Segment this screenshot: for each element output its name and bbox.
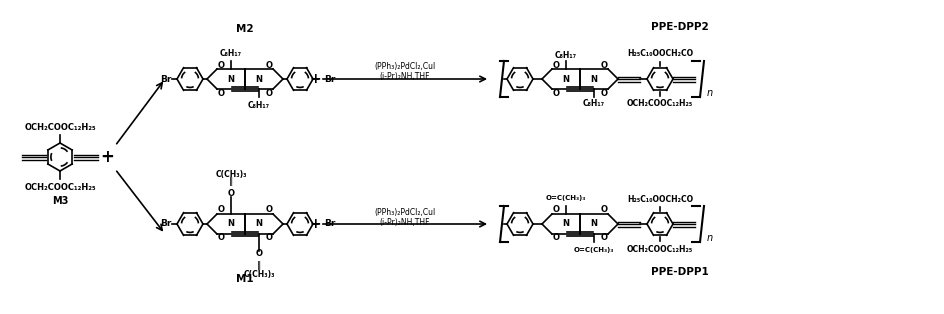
Text: Br: Br: [160, 74, 172, 84]
Text: H₂₅C₁₀OOCH₂CO: H₂₅C₁₀OOCH₂CO: [626, 194, 692, 203]
Text: O: O: [217, 205, 225, 214]
Text: O: O: [265, 205, 272, 214]
Text: O: O: [552, 234, 559, 242]
Text: M3: M3: [52, 196, 68, 206]
Text: O: O: [217, 89, 225, 98]
Text: C₈H₁₇: C₈H₁₇: [220, 48, 242, 57]
Text: OCH₂COOC₁₂H₂₅: OCH₂COOC₁₂H₂₅: [626, 245, 692, 253]
Text: O: O: [265, 61, 272, 69]
Text: OCH₂COOC₁₂H₂₅: OCH₂COOC₁₂H₂₅: [25, 122, 95, 132]
Text: N: N: [255, 219, 262, 229]
Text: C₈H₁₇: C₈H₁₇: [582, 99, 604, 107]
Text: C₈H₁₇: C₈H₁₇: [247, 100, 270, 110]
Text: O=C(CH₃)₃: O=C(CH₃)₃: [573, 247, 614, 253]
Text: O: O: [552, 89, 559, 98]
Text: O: O: [599, 89, 607, 98]
Text: N: N: [228, 219, 234, 229]
Text: O=C(CH₃)₃: O=C(CH₃)₃: [546, 195, 585, 201]
Text: H₂₅C₁₀OOCH₂CO: H₂₅C₁₀OOCH₂CO: [626, 50, 692, 58]
Text: PPE-DPP2: PPE-DPP2: [650, 22, 708, 32]
Text: (PPh₃)₂PdCl₂,CuI: (PPh₃)₂PdCl₂,CuI: [374, 62, 435, 72]
Text: +: +: [309, 217, 320, 231]
Text: O: O: [552, 61, 559, 69]
Text: O: O: [599, 61, 607, 69]
Text: Br: Br: [160, 219, 172, 229]
Text: O: O: [265, 89, 272, 98]
Text: n: n: [706, 233, 713, 243]
Text: M2: M2: [236, 24, 254, 34]
Text: (i-Pr)₂NH,THF: (i-Pr)₂NH,THF: [379, 73, 430, 82]
Text: OCH₂COOC₁₂H₂₅: OCH₂COOC₁₂H₂₅: [25, 182, 95, 192]
Text: N: N: [228, 74, 234, 84]
Text: O: O: [265, 234, 272, 242]
Text: O: O: [217, 61, 225, 69]
Text: M1: M1: [236, 274, 254, 284]
Text: ‖: ‖: [257, 262, 261, 270]
Text: PPE-DPP1: PPE-DPP1: [650, 267, 708, 277]
Text: C(CH₃)₃: C(CH₃)₃: [243, 269, 275, 279]
Text: N: N: [562, 74, 569, 84]
Text: (PPh₃)₂PdCl₂,CuI: (PPh₃)₂PdCl₂,CuI: [374, 208, 435, 216]
Text: +: +: [309, 72, 320, 86]
Text: C₈H₁₇: C₈H₁₇: [554, 51, 577, 59]
Text: O: O: [217, 234, 225, 242]
Text: O: O: [599, 234, 607, 242]
Text: (i-Pr)₂NH,THF: (i-Pr)₂NH,THF: [379, 218, 430, 226]
Text: O: O: [228, 190, 234, 198]
Text: O: O: [599, 205, 607, 214]
Text: O: O: [552, 205, 559, 214]
Text: N: N: [590, 219, 597, 229]
Text: OCH₂COOC₁₂H₂₅: OCH₂COOC₁₂H₂₅: [626, 100, 692, 109]
Text: +: +: [100, 148, 114, 166]
Text: N: N: [590, 74, 597, 84]
Text: Br: Br: [324, 74, 335, 84]
Text: O: O: [255, 250, 262, 258]
Text: n: n: [706, 88, 713, 98]
Text: C(CH₃)₃: C(CH₃)₃: [215, 170, 246, 178]
Text: Br: Br: [324, 219, 335, 229]
Text: N: N: [255, 74, 262, 84]
Text: ‖: ‖: [228, 177, 233, 187]
Text: N: N: [562, 219, 569, 229]
